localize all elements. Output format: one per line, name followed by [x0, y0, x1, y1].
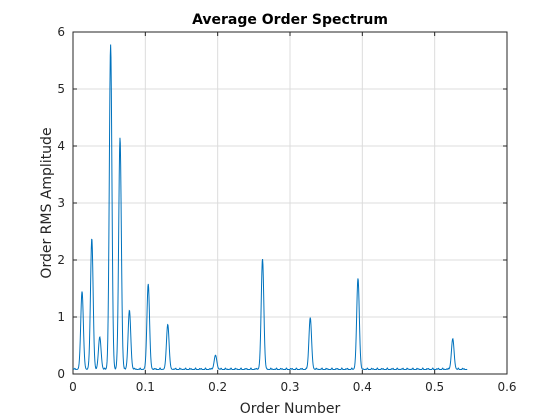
x-tick-label: 0.4 — [353, 380, 372, 394]
x-tick-label: 0.2 — [208, 380, 227, 394]
x-tick-label: 0.1 — [136, 380, 155, 394]
series-line — [72, 44, 468, 371]
y-axis-label: Order RMS Amplitude — [39, 127, 55, 278]
x-tick-label: 0 — [69, 380, 77, 394]
y-tick-label: 0 — [57, 367, 65, 381]
y-axis: 0 1 2 3 4 5 6 — [57, 25, 507, 381]
y-tick-label: 1 — [57, 310, 65, 324]
y-tick-label: 2 — [57, 253, 65, 267]
x-tick-label: 0.3 — [280, 380, 299, 394]
y-tick-label: 4 — [57, 139, 65, 153]
chart-title: Average Order Spectrum — [192, 12, 388, 28]
grid-lines — [73, 32, 507, 374]
y-tick-label: 6 — [57, 25, 65, 39]
y-tick-label: 3 — [57, 196, 65, 210]
x-tick-label: 0.6 — [497, 380, 516, 394]
x-tick-label: 0.5 — [425, 380, 444, 394]
x-axis: 0 0.1 0.2 0.3 0.4 0.5 0.6 — [69, 32, 517, 394]
y-tick-label: 5 — [57, 82, 65, 96]
x-axis-label: Order Number — [240, 401, 341, 417]
